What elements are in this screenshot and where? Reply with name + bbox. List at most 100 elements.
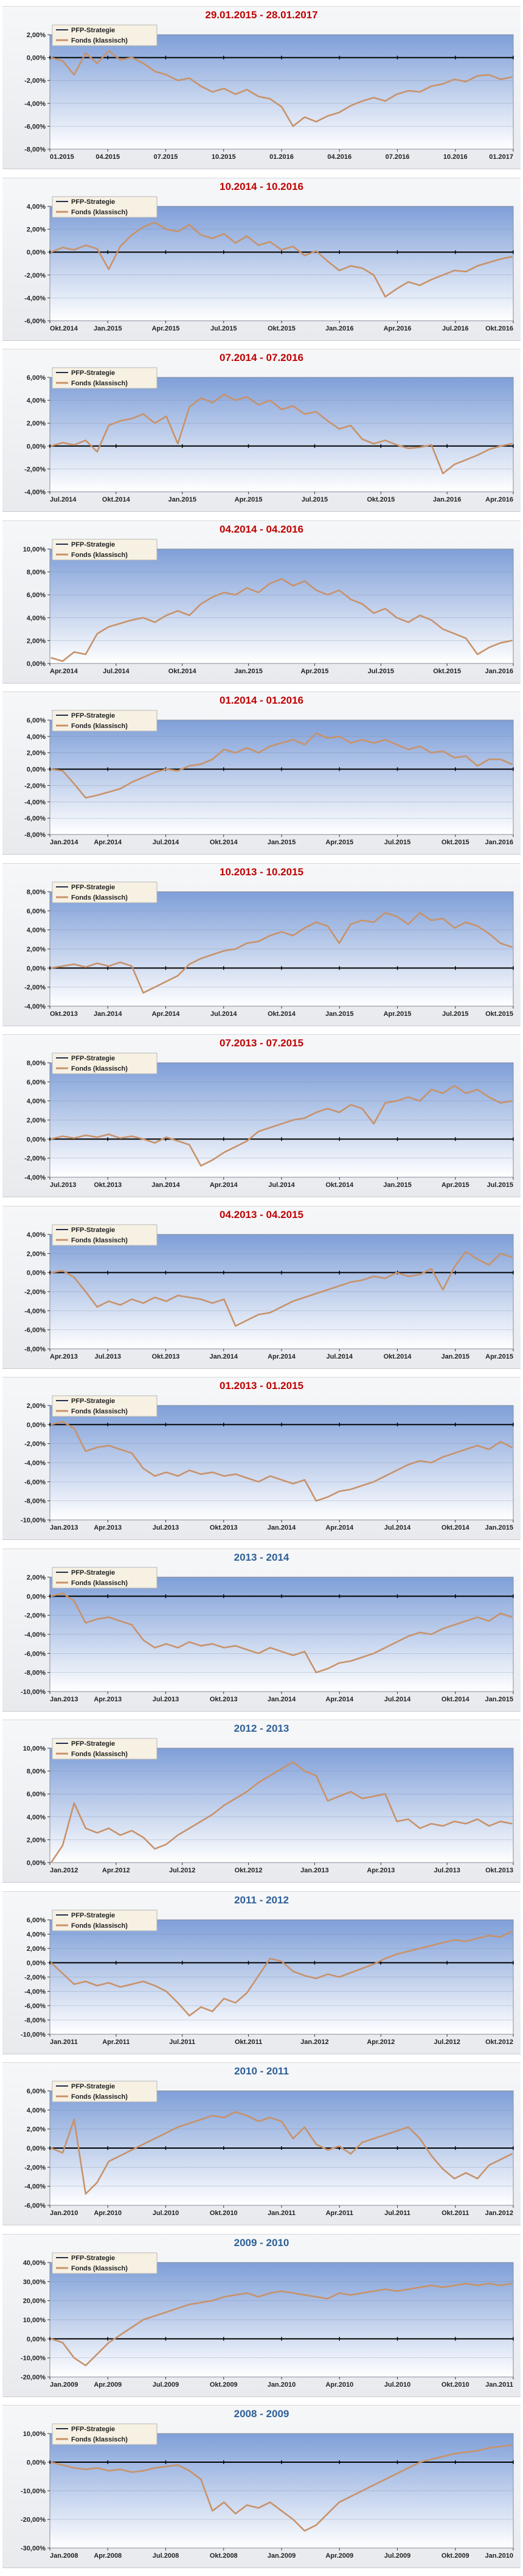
data-point	[315, 921, 317, 923]
y-tick-label: 6,00%	[27, 908, 46, 915]
data-point	[189, 1469, 190, 1471]
data-point	[235, 2111, 237, 2113]
data-point	[200, 1165, 202, 1167]
data-point	[396, 915, 398, 917]
y-tick-label: 4,00%	[27, 926, 46, 934]
y-tick-label: 0,00%	[27, 2336, 46, 2343]
data-point	[62, 2464, 63, 2466]
legend-label: Fonds (klassisch)	[71, 1065, 128, 1073]
data-point	[62, 1972, 63, 1974]
data-point	[235, 242, 237, 243]
y-tick-label: -2,00%	[24, 1441, 46, 1448]
y-tick-label: 6,00%	[27, 1791, 46, 1798]
data-point	[131, 418, 133, 419]
x-tick-label: Apr.2014	[50, 668, 78, 675]
data-point	[396, 1821, 398, 1822]
x-tick-label: 04.2015	[95, 153, 120, 161]
data-point	[85, 1827, 86, 1829]
legend-box	[52, 539, 158, 560]
data-point	[511, 1823, 513, 1824]
data-point	[74, 1276, 75, 1278]
legend-box	[52, 1909, 158, 1931]
line-chart: 07.2014 - 07.2016 6,00% 4,00% 2,00% 0,00% -2,…	[24, 352, 514, 503]
data-point	[177, 1647, 179, 1648]
x-tick-label: Jan.2015	[168, 496, 196, 503]
data-point	[281, 1650, 282, 1652]
data-point	[119, 788, 121, 789]
data-point	[293, 739, 294, 741]
data-point	[177, 443, 179, 444]
data-point	[431, 1823, 432, 1824]
data-point	[454, 632, 455, 634]
x-tick-label: Jul.2014	[50, 496, 77, 503]
data-point	[281, 2121, 282, 2123]
data-point	[200, 85, 202, 87]
legend-label: PFP-Strategie	[71, 2426, 115, 2433]
x-tick-label: Apr.2016	[384, 325, 412, 332]
data-point	[327, 420, 328, 422]
data-point	[119, 59, 121, 61]
data-point	[396, 744, 398, 746]
x-tick-label: Jul.2009	[153, 2381, 179, 2389]
data-point	[96, 1984, 98, 1986]
data-point	[50, 768, 52, 770]
data-point	[407, 1635, 409, 1637]
data-point	[223, 394, 225, 396]
data-point	[419, 284, 421, 286]
data-point	[315, 250, 317, 251]
data-point	[304, 580, 305, 582]
x-tick-label: Okt.2013	[210, 1524, 238, 1531]
data-point	[74, 249, 75, 250]
data-point	[361, 2490, 363, 2491]
data-point	[74, 963, 75, 965]
data-point	[304, 1650, 305, 1652]
data-point	[384, 100, 386, 102]
x-tick-label: Jan.2014	[94, 1010, 122, 1018]
data-point	[142, 1302, 144, 1304]
data-point	[338, 2145, 340, 2147]
data-point	[511, 946, 513, 948]
data-point	[108, 2161, 109, 2162]
x-tick-label: Jan.2011	[50, 2039, 78, 2046]
y-tick-label: 0,00%	[27, 1421, 46, 1429]
data-point	[407, 749, 409, 751]
y-tick-label: 10,00%	[23, 1745, 46, 1752]
data-point	[119, 245, 121, 247]
x-tick-label: Okt.2014	[442, 1524, 470, 1531]
data-point	[442, 1942, 444, 1943]
x-tick-label: Jan.2015	[325, 1010, 353, 1018]
y-tick-label: 4,00%	[27, 397, 46, 405]
x-tick-label: Apr.2013	[50, 1353, 78, 1360]
data-point	[361, 603, 363, 604]
data-point	[62, 2342, 63, 2343]
y-tick-label: -4,00%	[24, 295, 46, 302]
legend: PFP-Strategie Fonds (klassisch)	[52, 2252, 158, 2273]
y-tick-label: 10,00%	[23, 2317, 46, 2324]
data-point	[62, 1592, 63, 1594]
legend: PFP-Strategie Fonds (klassisch)	[52, 1738, 158, 1760]
data-point	[477, 2284, 479, 2286]
data-point	[189, 765, 190, 767]
line-chart: 2013 - 2014 2,00% 0,00% -2,00% -4,00% -6,00% -…	[21, 1552, 514, 1703]
data-point	[154, 986, 156, 988]
x-tick-label: Apr.2014	[268, 1353, 296, 1360]
x-tick-label: Apr.2015	[325, 839, 353, 846]
data-point	[500, 758, 501, 760]
data-point	[50, 2147, 52, 2149]
x-tick-label: Okt.2015	[367, 496, 395, 503]
y-tick-label: 0,00%	[27, 2459, 46, 2466]
data-point	[500, 445, 501, 447]
x-tick-label: Jul.2014	[384, 1524, 411, 1531]
data-point	[293, 2138, 294, 2140]
legend-box	[52, 881, 158, 903]
chart-title: 29.01.2015 - 28.01.2017	[205, 9, 317, 21]
y-tick-label: 0,00%	[27, 249, 46, 256]
data-point	[108, 50, 109, 52]
data-point	[465, 637, 467, 639]
legend-box	[52, 1567, 158, 1588]
data-point	[62, 1135, 63, 1137]
data-point	[293, 1119, 294, 1121]
data-point	[154, 1984, 156, 1986]
data-point	[281, 2510, 282, 2511]
data-point	[407, 2288, 409, 2290]
